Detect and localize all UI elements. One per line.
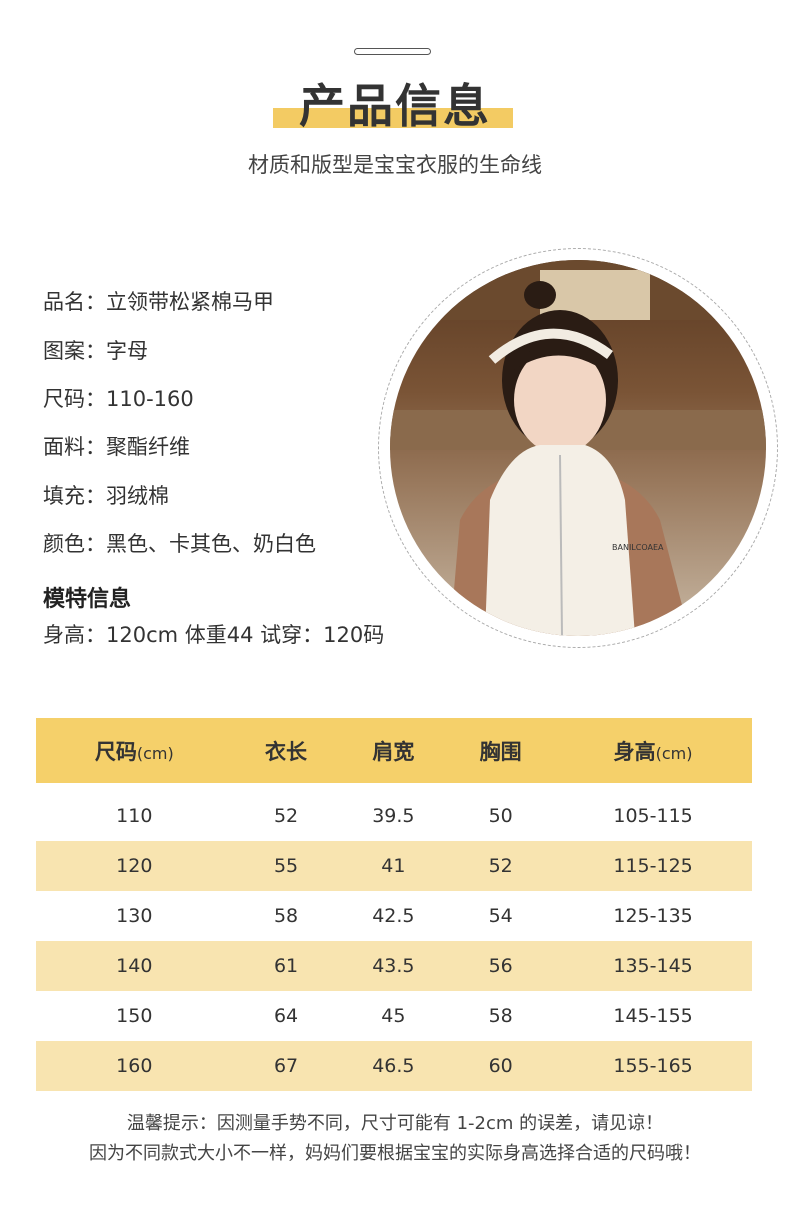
note-line-1: 温馨提示：因测量手势不同，尺寸可能有 1-2cm 的误差，请见谅！ [126,1113,664,1134]
info-filling: 填充：羽绒棉 [43,484,169,508]
table-cell: 52 [273,805,299,827]
model-info-details: 身高：120cm 体重44 试穿：120码 [43,623,385,647]
table-cell: 55 [232,841,340,891]
table-row: 110 52 39.5 50 105-115 [36,791,752,841]
table-cell: 155-165 [554,1041,752,1091]
table-row: 160 67 46.5 60 155-165 [36,1041,752,1091]
table-cell: 64 [273,1005,299,1027]
table-cell: 46.5 [339,1041,448,1091]
table-cell: 58 [488,1005,513,1027]
spacer-row [36,783,752,791]
model-photo: BANILCOAEA [390,260,766,636]
table-cell: 58 [273,905,299,927]
info-name: 品名：立领带松紧棉马甲 [43,290,274,314]
table-cell: 41 [339,841,448,891]
table-row: 150 64 45 58 145-155 [36,991,752,1041]
table-cell: 67 [232,1041,340,1091]
info-fabric: 面料：聚酯纤维 [43,435,190,459]
table-cell: 130 [116,905,153,927]
page-title: 产品信息 [299,79,491,133]
table-row: 140 61 43.5 56 135-145 [36,941,752,991]
size-table: 尺码(cm) 衣长 肩宽 胸围 身高(cm) 110 52 39.5 50 105-11… [36,718,752,1091]
col-size: 尺码(cm) [36,718,233,783]
decorative-pill [354,48,431,55]
table-cell: 160 [36,1041,233,1091]
table-cell: 54 [488,905,513,927]
table-cell: 39.5 [372,805,415,827]
note-line-2: 因为不同款式大小不一样，妈妈们要根据宝宝的实际身高选择合适的尺码哦！ [89,1143,701,1164]
size-table-header: 尺码(cm) 衣长 肩宽 胸围 身高(cm) [36,718,752,783]
table-cell: 61 [232,941,340,991]
vest-logo-text: BANILCOAEA [612,543,664,552]
table-row: 130 58 42.5 54 125-135 [36,891,752,941]
table-cell: 56 [447,941,555,991]
table-cell: 140 [36,941,233,991]
model-info-title: 模特信息 [43,587,132,612]
photo-dashed-ring [378,248,778,648]
title-highlight-bar [273,108,513,128]
table-cell: 150 [116,1005,153,1027]
table-cell: 50 [488,805,513,827]
table-cell: 120 [36,841,233,891]
info-colors: 颜色：黑色、卡其色、奶白色 [43,532,316,556]
table-cell: 135-145 [554,941,752,991]
table-row: 120 55 41 52 115-125 [36,841,752,891]
table-cell: 145-155 [613,1005,693,1027]
table-cell: 110 [116,805,153,827]
table-cell: 115-125 [554,841,752,891]
table-cell: 52 [447,841,555,891]
table-cell: 43.5 [339,941,448,991]
col-shoulder: 肩宽 [339,718,448,783]
col-chest: 胸围 [447,718,555,783]
table-cell: 42.5 [372,905,415,927]
col-height: 身高(cm) [554,718,752,783]
table-cell: 60 [447,1041,555,1091]
col-length: 衣长 [232,718,340,783]
info-pattern: 图案：字母 [43,339,148,363]
page-subtitle: 材质和版型是宝宝衣服的生命线 [248,153,542,177]
info-size: 尺码：110-160 [43,387,194,411]
table-cell: 45 [381,1005,406,1027]
table-cell: 125-135 [613,905,693,927]
table-cell: 105-115 [613,805,693,827]
